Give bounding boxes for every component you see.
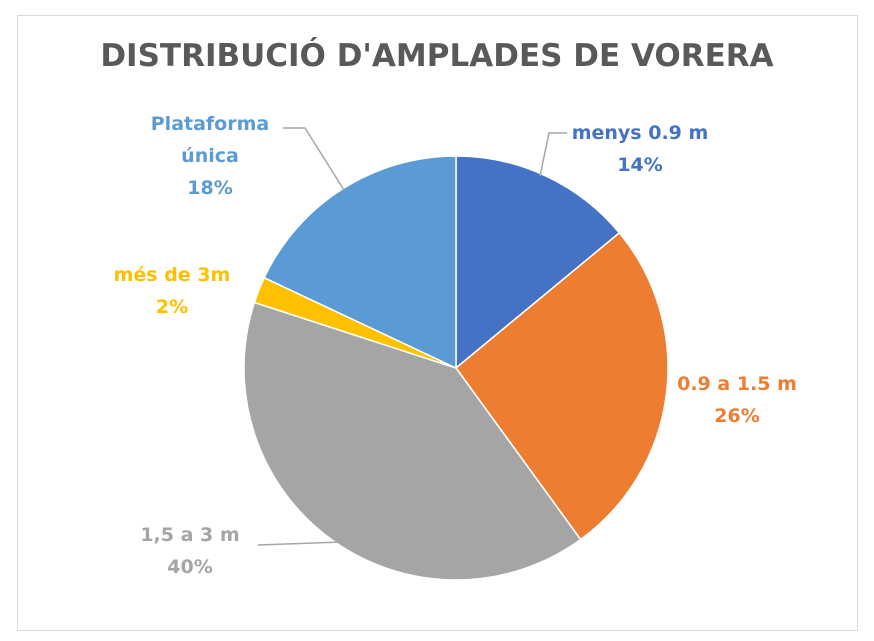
category-label: Plataforma única <box>150 113 270 167</box>
category-label: menys 0.9 m <box>571 122 709 144</box>
percent-label: 26% <box>714 405 760 427</box>
data-label: 0.9 a 1.5 m 26% <box>637 368 837 432</box>
leader-line <box>539 132 567 177</box>
data-label: menys 0.9 m 14% <box>540 117 740 181</box>
category-label: més de 3m <box>113 264 231 286</box>
percent-label: 40% <box>167 556 213 578</box>
data-label: Plataforma única 18% <box>140 108 280 204</box>
chart-title: DISTRIBUCIÓ D'AMPLADES DE VORERA <box>100 38 774 74</box>
pie <box>243 155 669 581</box>
pie-slice <box>455 155 621 370</box>
category-label: 1,5 a 3 m <box>140 524 240 546</box>
percent-label: 2% <box>155 296 189 318</box>
percent-label: 14% <box>617 154 663 176</box>
leader-line <box>283 127 345 191</box>
pie-slice <box>243 301 582 581</box>
category-label: 0.9 a 1.5 m <box>677 373 797 395</box>
data-label: més de 3m 2% <box>72 259 272 323</box>
pie-slice <box>454 231 669 541</box>
data-label: 1,5 a 3 m 40% <box>90 519 290 583</box>
leader-line <box>257 541 343 546</box>
pie-slice <box>263 155 457 370</box>
percent-label: 18% <box>187 177 233 199</box>
